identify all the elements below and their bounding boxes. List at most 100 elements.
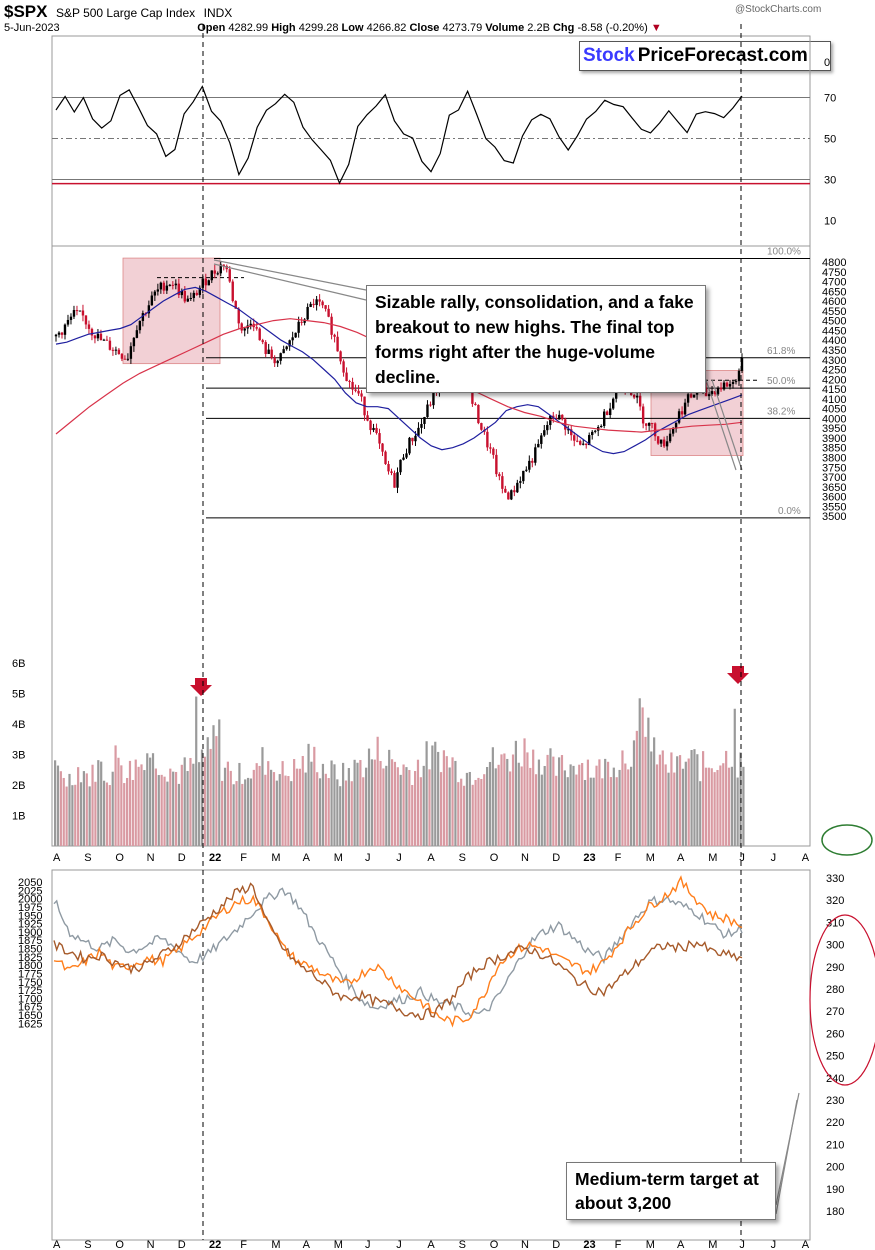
volume-bar <box>336 779 339 846</box>
volume-bar <box>736 777 739 846</box>
volume-bar <box>480 778 483 846</box>
lower-left-tick-label: 1800 <box>18 960 42 972</box>
lower-left-tick-label: 1950 <box>18 910 42 922</box>
quote-line: 5-Jun-2023 Open 4282.99 High 4299.28 Low… <box>4 22 662 34</box>
candle-body <box>324 305 327 309</box>
volume-bar <box>235 781 238 846</box>
candle-body <box>600 425 603 427</box>
candle-body <box>393 473 396 488</box>
candle-body <box>243 328 246 331</box>
site-logo-part1: Stock <box>583 45 635 66</box>
candle-body <box>405 453 408 458</box>
volume-bar <box>209 748 212 846</box>
candle-body <box>276 360 279 364</box>
volume-bar <box>624 763 627 846</box>
candle-body <box>267 349 270 354</box>
candle-body <box>740 357 744 371</box>
volume-bar <box>287 776 290 846</box>
candle-body <box>108 340 112 350</box>
volume-bar <box>529 767 532 846</box>
candle-body <box>504 488 507 493</box>
volume-bar <box>94 781 97 846</box>
lower-right-tick-label: 280 <box>826 984 844 996</box>
volume-bar <box>457 782 460 846</box>
volume-bar <box>451 757 454 846</box>
x-tick-label: M <box>708 852 717 864</box>
lower-right-tick-label: 330 <box>826 873 844 885</box>
candle-body <box>231 281 234 302</box>
x-tick-label: A <box>802 852 810 864</box>
volume-bar <box>62 777 65 846</box>
main-panel-frame <box>51 35 811 847</box>
candle-body <box>354 389 357 391</box>
volume-bar <box>71 785 74 846</box>
candle-body <box>306 306 309 320</box>
lower-right-tick-label: 200 <box>826 1162 844 1174</box>
volume-bar <box>189 757 192 846</box>
volume-bar <box>534 774 538 846</box>
candle-body <box>426 404 429 418</box>
volume-bar <box>491 747 494 846</box>
candle-body <box>297 321 300 333</box>
volume-bar <box>439 772 443 846</box>
candle-body <box>261 340 264 343</box>
volume-bar <box>581 763 584 846</box>
lower-right-tick-label: 240 <box>826 1073 844 1085</box>
volume-bar <box>630 766 633 846</box>
volume-bar <box>707 767 710 846</box>
volume-bar <box>74 784 77 846</box>
volume-bar <box>460 778 463 846</box>
candle-body <box>117 349 121 355</box>
x-tick-label: M <box>708 1239 717 1250</box>
volume-bar <box>526 752 529 846</box>
volume-bar <box>229 770 232 846</box>
candle-body <box>474 403 477 405</box>
candle-body <box>342 361 345 373</box>
volume-bar <box>342 762 345 846</box>
candle-body <box>591 431 594 436</box>
lower-left-tick-label: 1675 <box>18 1002 42 1014</box>
volume-bar <box>546 754 549 846</box>
volume-bar <box>206 737 209 846</box>
volume-bar <box>396 767 399 846</box>
candle-body <box>659 439 663 444</box>
x-tick-label: A <box>53 1239 61 1250</box>
volume-bar <box>618 769 621 846</box>
volume-bar <box>644 736 647 846</box>
candle-body <box>213 270 216 274</box>
candle-body <box>605 411 609 416</box>
candle-body <box>390 471 393 474</box>
volume-bar <box>215 736 218 846</box>
volume-bar <box>678 755 682 846</box>
candle-body <box>501 476 504 489</box>
volume-bar <box>494 768 497 846</box>
volume-bar <box>249 778 253 846</box>
candle-body <box>159 282 163 290</box>
fib-label: 100.0% <box>767 246 801 257</box>
volume-bar <box>246 777 250 846</box>
candle-body <box>632 394 636 398</box>
x-tick-label: S <box>459 1239 466 1250</box>
volume-bar <box>56 765 60 846</box>
candle-body <box>561 414 564 420</box>
lower-right-tick-label: 300 <box>826 940 844 952</box>
candle-body <box>429 404 432 406</box>
volume-bar <box>82 771 85 846</box>
copyright-label: @StockCharts.com <box>735 4 822 15</box>
candle-body <box>249 323 252 326</box>
candle-body <box>372 427 375 431</box>
candle-body <box>614 392 618 399</box>
volume-bar <box>226 761 229 846</box>
candle-body <box>321 301 324 306</box>
candle-body <box>576 440 579 442</box>
volume-bar <box>356 762 359 846</box>
volume-bar <box>655 764 659 846</box>
target-circle-red <box>809 914 875 1086</box>
volume-bar <box>200 749 204 846</box>
index-name: S&P 500 Large Cap Index <box>55 6 196 20</box>
lower-left-tick-label: 1825 <box>18 952 42 964</box>
candle-body <box>665 441 669 447</box>
volume-bar <box>258 765 261 846</box>
volume-bar <box>540 774 543 846</box>
volume-bar <box>149 757 152 846</box>
